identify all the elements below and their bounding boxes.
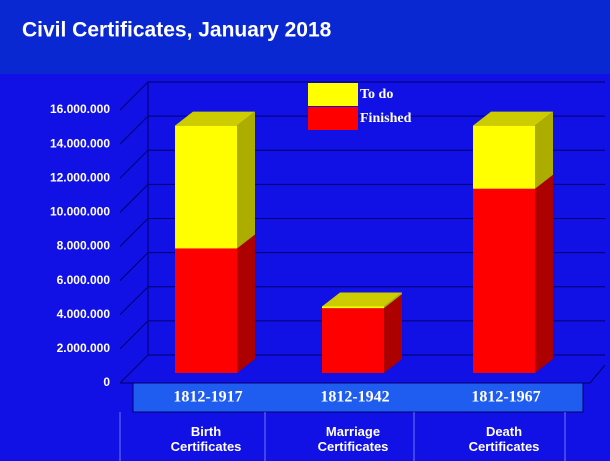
x-tick-label-box: Death Certificates xyxy=(468,424,540,454)
y-tick-label: 6.000.000 xyxy=(57,273,111,287)
period-label: 1812-1942 xyxy=(320,389,389,406)
bar-top xyxy=(322,292,402,307)
x-tick-label-box: Birth Certificates xyxy=(170,424,242,454)
header xyxy=(0,0,610,74)
bar-side xyxy=(535,174,553,373)
floor-line xyxy=(589,364,606,384)
y-tick-label: 4.000.000 xyxy=(57,307,111,321)
x-tick-label: Marriage Certificates xyxy=(317,424,389,454)
legend-label: Finished xyxy=(360,111,412,126)
chart-title: Civil Certificates, January 2018 xyxy=(22,19,332,42)
bar-front xyxy=(322,306,384,309)
bar-front xyxy=(175,248,237,373)
legend-swatch xyxy=(308,83,358,106)
period-label: 1812-1917 xyxy=(173,389,242,406)
y-tick-label: 2.000.000 xyxy=(57,341,111,355)
bar-front xyxy=(473,125,535,189)
y-tick-label: 14.000.000 xyxy=(50,136,110,150)
bar-front xyxy=(175,125,237,249)
legend-label: To do xyxy=(360,87,393,102)
legend-swatch xyxy=(308,107,358,130)
y-tick-label: 10.000.000 xyxy=(50,205,110,219)
bar-front xyxy=(322,308,384,373)
y-tick-label: 16.000.000 xyxy=(50,102,110,116)
bar-side xyxy=(384,292,402,309)
bar-front xyxy=(473,188,535,373)
bar-side xyxy=(237,234,255,373)
y-tick-label: 0 xyxy=(103,375,110,389)
bar-side xyxy=(237,111,255,249)
period-bar xyxy=(132,382,584,413)
bar-side xyxy=(535,111,553,189)
bar-top xyxy=(473,111,553,126)
x-tick-label: Death Certificates xyxy=(468,424,540,454)
bar-side xyxy=(384,294,402,373)
y-tick-label: 12.000.000 xyxy=(50,170,110,184)
x-tick-label-box: Marriage Certificates xyxy=(317,424,389,454)
bar-top xyxy=(175,111,255,126)
period-label: 1812-1967 xyxy=(471,389,540,406)
x-tick-label: Birth Certificates xyxy=(170,424,242,454)
y-tick-label: 8.000.000 xyxy=(57,239,111,253)
